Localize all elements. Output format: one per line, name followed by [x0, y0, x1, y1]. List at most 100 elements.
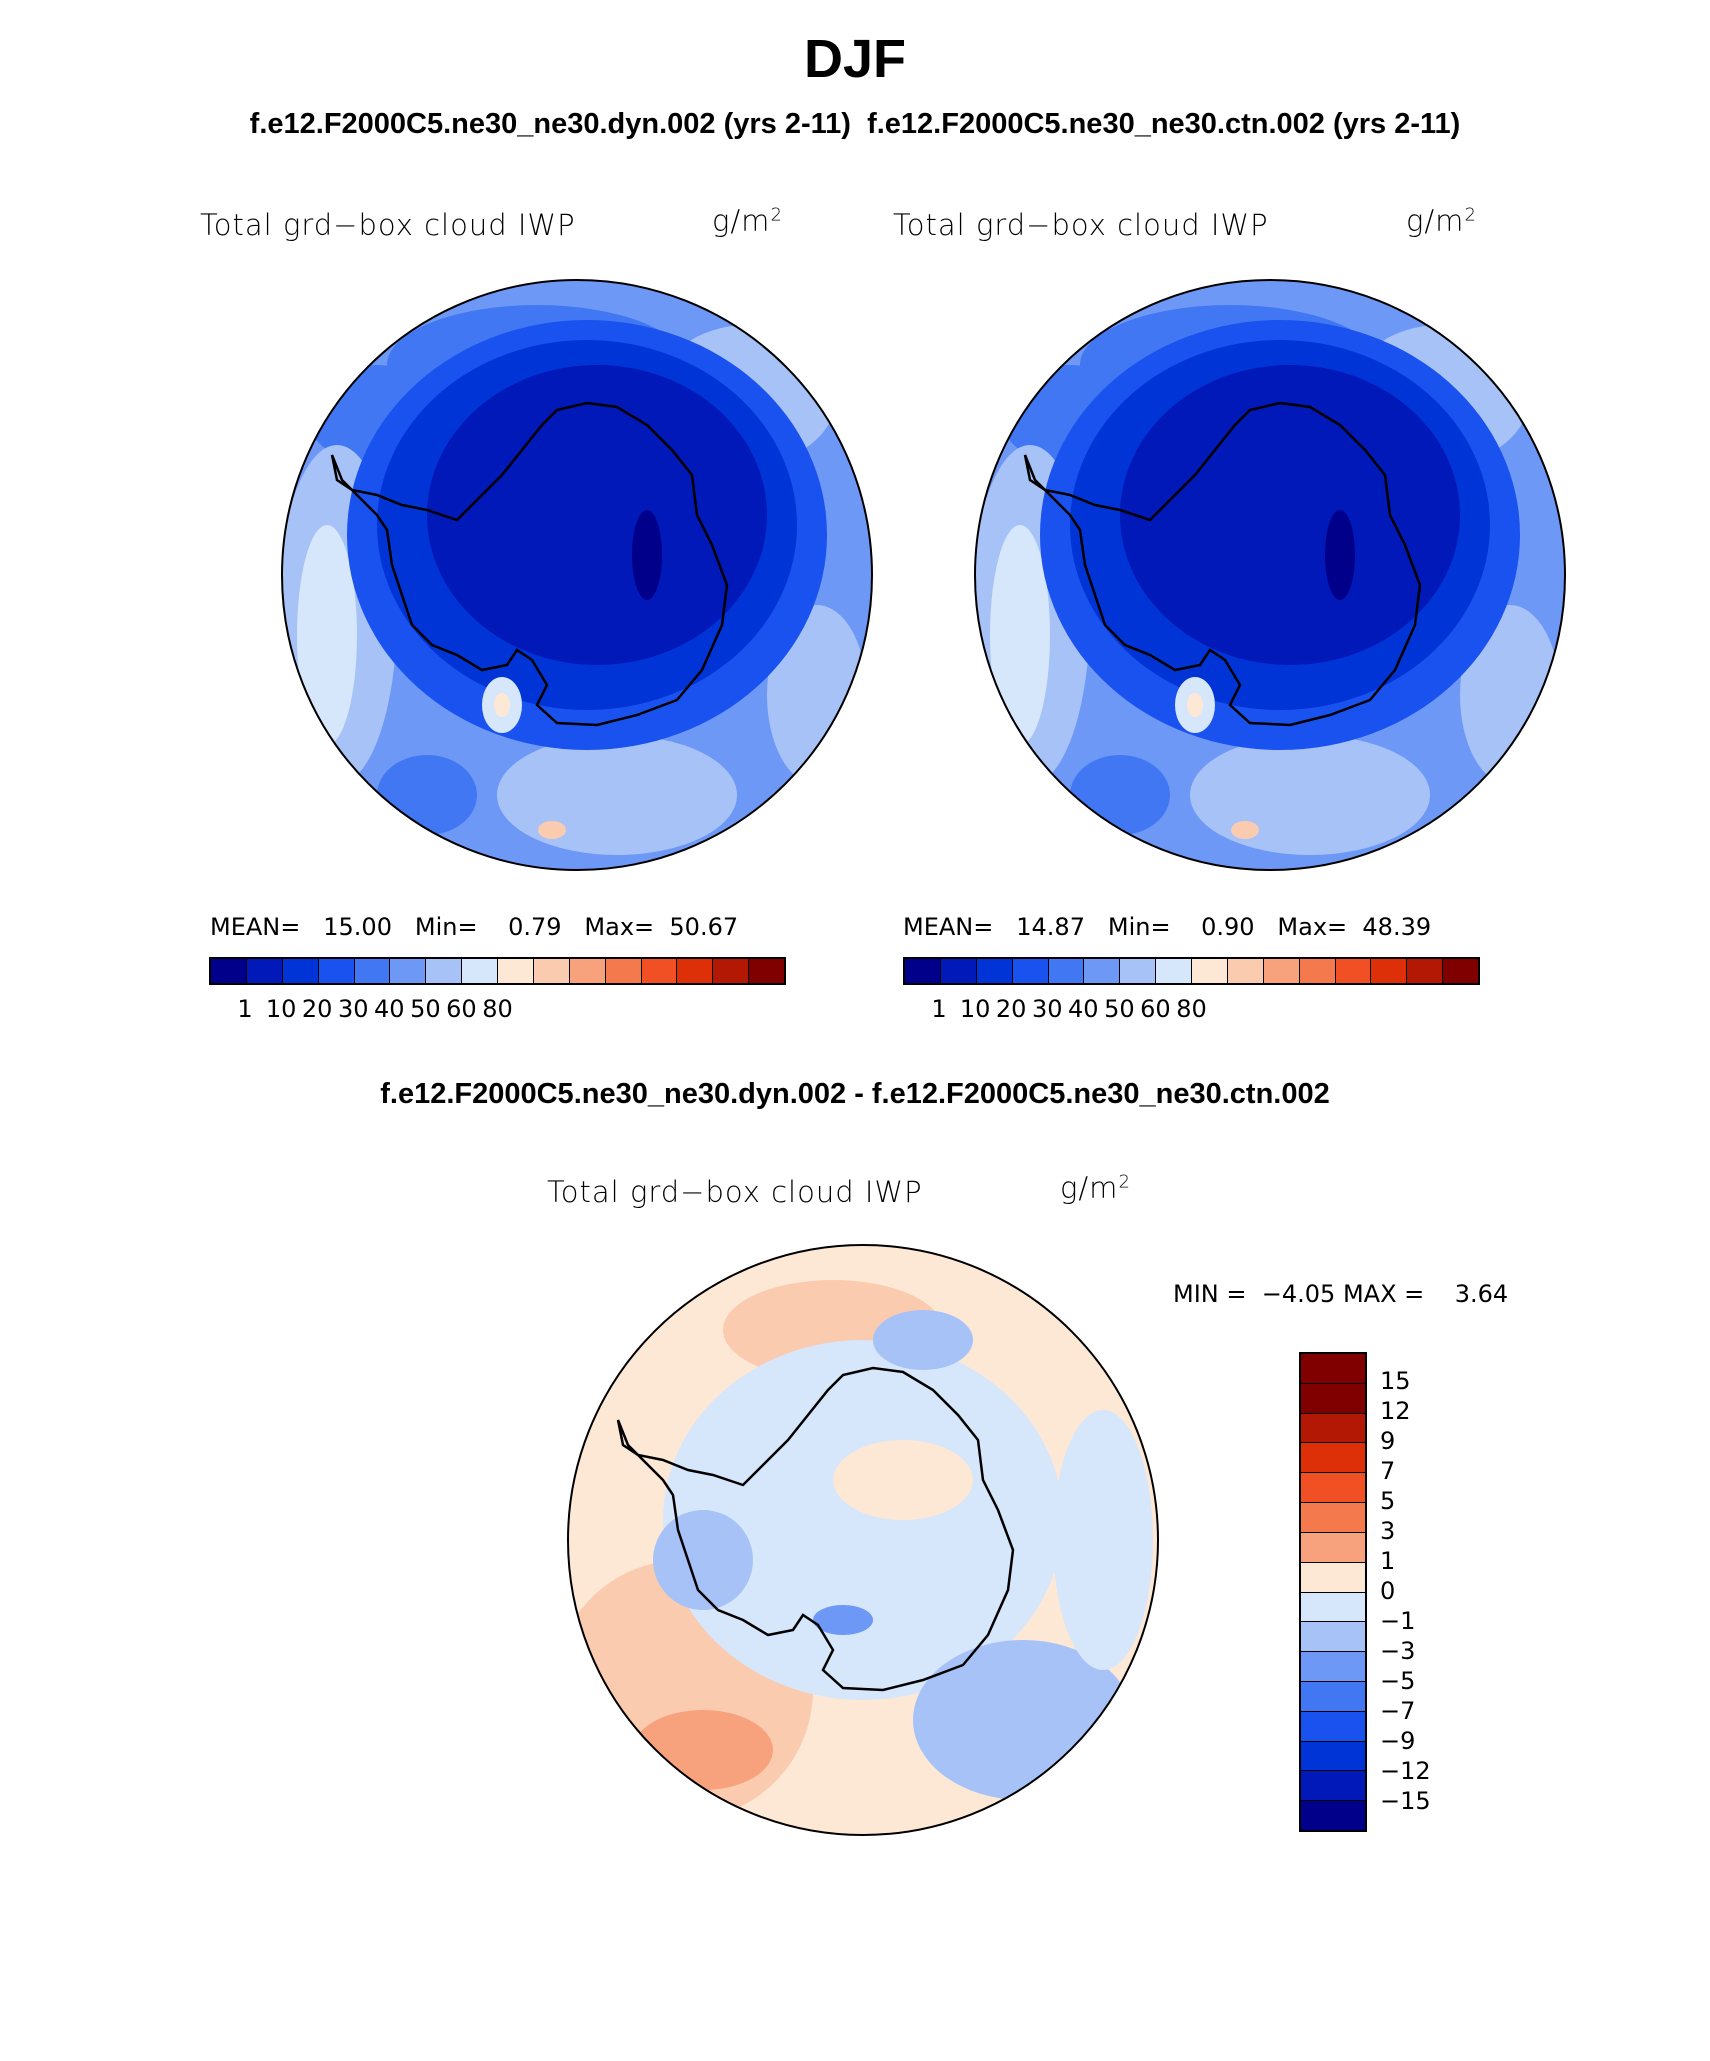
colorbar-swatch — [354, 959, 391, 983]
diff-colorbar-tick-label: 3 — [1380, 1517, 1396, 1545]
diff-colorbar-swatch — [1301, 1383, 1365, 1414]
panel2-stats: MEAN= 14.87 Min= 0.90 Max= 48.39 — [903, 913, 1431, 941]
colorbar-tick-label: 50 — [410, 995, 441, 1023]
colorbar-swatch — [1048, 959, 1085, 983]
colorbar-swatch — [713, 959, 750, 983]
colorbar-tick-label: 20 — [995, 995, 1027, 1023]
diff-max-label: MAX = — [1342, 1280, 1425, 1308]
diff-colorbar-tick-label: −12 — [1380, 1757, 1431, 1785]
diff-colorbar-tick-label: −5 — [1380, 1667, 1416, 1695]
main-title: DJF — [803, 29, 906, 89]
colorbar-swatch — [569, 959, 606, 983]
diff-map-border — [567, 1244, 1159, 1836]
panel1-stats: MEAN= 15.00 Min= 0.79 Max= 50.67 — [210, 913, 738, 941]
diff-colorbar-swatch — [1301, 1562, 1365, 1593]
colorbar-tick-label: 1 — [237, 995, 253, 1023]
diff-colorbar-swatch — [1301, 1681, 1365, 1712]
diff-colorbar-tick-label: 9 — [1380, 1427, 1396, 1455]
colorbar-swatch — [1120, 959, 1157, 983]
diff-colorbar-swatch — [1301, 1443, 1365, 1474]
colorbar-swatch — [749, 959, 784, 983]
units-exponent: 2 — [1464, 204, 1477, 226]
mean-value: 15.00 — [323, 913, 392, 941]
colorbar-swatch — [1335, 959, 1372, 983]
mean-value: 14.87 — [1016, 913, 1085, 941]
diff-colorbar-tick-label: 12 — [1380, 1397, 1411, 1425]
colorbar-swatch — [498, 959, 534, 983]
diff-colorbar-tick-label: −7 — [1380, 1697, 1416, 1725]
diff-colorbar-tick-label: −15 — [1380, 1787, 1431, 1815]
colorbar-swatch — [1407, 959, 1444, 983]
diff-colorbar-tick-label: 0 — [1380, 1577, 1396, 1605]
panel2-units: g/m2 — [1406, 204, 1477, 238]
units-exponent: 2 — [770, 204, 783, 226]
diff-colorbar-swatch — [1301, 1622, 1365, 1653]
diff-colorbar-tick-label: 1 — [1380, 1547, 1396, 1575]
max-label: Max= — [1277, 913, 1348, 941]
panel1-map-border — [281, 279, 873, 871]
diff-colorbar-swatch — [1301, 1532, 1365, 1563]
colorbar-swatch — [641, 959, 678, 983]
colorbar-swatch — [426, 959, 463, 983]
colorbar-tick-label: 10 — [265, 995, 297, 1023]
colorbar-swatch — [1263, 959, 1300, 983]
colorbar-tick-label: 40 — [374, 995, 405, 1023]
colorbar-swatch — [1012, 959, 1049, 983]
max-label: Max= — [584, 913, 655, 941]
panel1-map — [282, 280, 872, 870]
min-label: Min= — [1107, 913, 1171, 941]
colorbar-tick-label: 30 — [1031, 995, 1063, 1023]
colorbar-tick-label: 50 — [1104, 995, 1135, 1023]
diff-colorbar-swatch — [1301, 1652, 1365, 1682]
colorbar-swatch — [905, 959, 941, 983]
diff-colorbar-tick-label: −9 — [1380, 1727, 1416, 1755]
max-value: 48.39 — [1362, 913, 1432, 941]
diff-title: f.e12.F2000C5.ne30_ne30.dyn.002 - f.e12.… — [380, 1078, 1330, 1110]
diff-field-label: Total grd−box cloud IWP — [547, 1175, 923, 1209]
diff-colorbar — [1299, 1352, 1367, 1832]
colorbar-tick-label: 80 — [482, 995, 513, 1023]
colorbar-tick-label: 30 — [337, 995, 369, 1023]
diff-colorbar-swatch — [1301, 1413, 1365, 1444]
colorbar-swatch — [211, 959, 247, 983]
colorbar-swatch — [246, 959, 283, 983]
colorbar-tick-label: 20 — [301, 995, 333, 1023]
diff-colorbar-tick-label: −3 — [1380, 1637, 1416, 1665]
panel1-colorbar — [209, 957, 786, 985]
colorbar-tick-label: 80 — [1176, 995, 1207, 1023]
case-subtitle: f.e12.F2000C5.ne30_ne30.dyn.002 (yrs 2-1… — [249, 108, 1461, 140]
min-value: 0.90 — [1201, 913, 1255, 941]
diff-colorbar-tick-label: 5 — [1380, 1487, 1396, 1515]
diff-colorbar-swatch — [1301, 1711, 1365, 1742]
panel1-colorbar-ticks: 1 10 20 30 40 50 60 80 — [209, 995, 786, 1025]
diff-colorbar-swatch — [1301, 1503, 1365, 1533]
diff-colorbar-tick-label: 7 — [1380, 1457, 1396, 1485]
units-base: g/m — [1406, 204, 1465, 238]
colorbar-tick-label: 1 — [931, 995, 947, 1023]
units-base: g/m — [1060, 1171, 1119, 1205]
colorbar-swatch — [605, 959, 642, 983]
panel2-map — [975, 280, 1565, 870]
diff-colorbar-swatch — [1301, 1741, 1365, 1772]
max-value: 50.67 — [669, 913, 739, 941]
diff-colorbar-swatch — [1301, 1473, 1365, 1504]
colorbar-swatch — [533, 959, 570, 983]
panel2-map-border — [974, 279, 1566, 871]
colorbar-swatch — [677, 959, 714, 983]
diff-min-label: MIN = — [1173, 1280, 1247, 1308]
colorbar-swatch — [1443, 959, 1478, 983]
colorbar-swatch — [1192, 959, 1228, 983]
colorbar-swatch — [1156, 959, 1192, 983]
panel2-colorbar — [903, 957, 1480, 985]
diff-units: g/m2 — [1060, 1171, 1131, 1205]
colorbar-swatch — [282, 959, 319, 983]
diff-colorbar-swatch — [1301, 1771, 1365, 1802]
diff-colorbar-swatch — [1301, 1354, 1365, 1384]
units-exponent: 2 — [1118, 1171, 1131, 1193]
diff-colorbar-tick-label: 15 — [1380, 1367, 1411, 1395]
colorbar-swatch — [1371, 959, 1408, 983]
min-label: Min= — [414, 913, 478, 941]
panel2-field-label: Total grd−box cloud IWP — [893, 208, 1269, 242]
colorbar-swatch — [1299, 959, 1336, 983]
